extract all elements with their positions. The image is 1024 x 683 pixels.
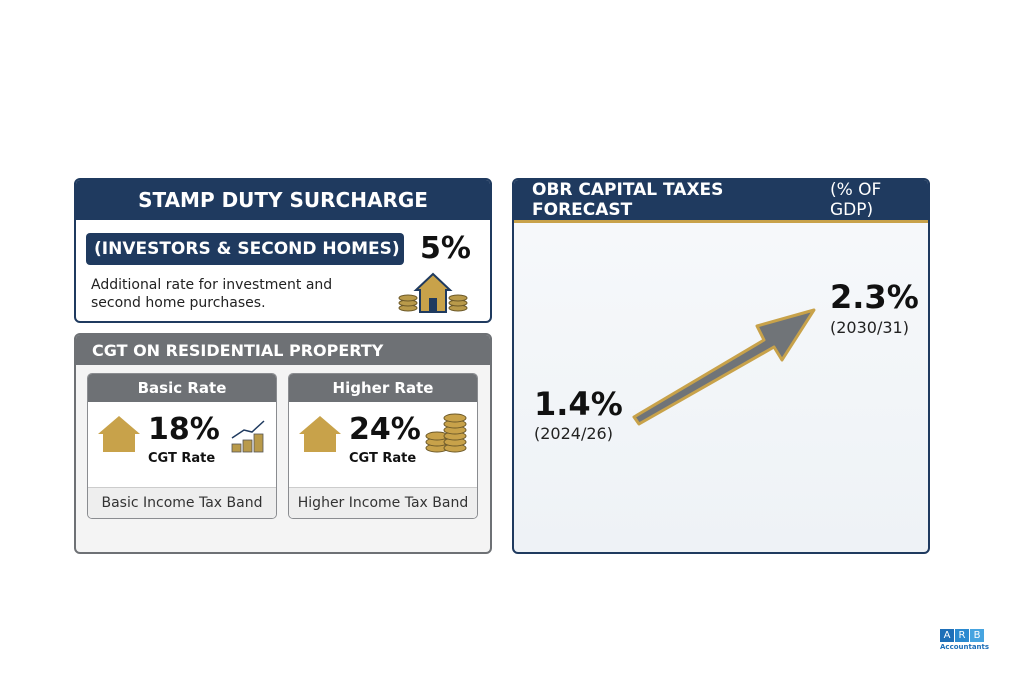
card-band: Higher Income Tax Band <box>289 487 477 518</box>
coins-growth-icon <box>231 420 265 453</box>
end-period: (2030/31) <box>830 318 909 337</box>
obr-header: OBR CAPITAL TAXES FORECAST (% OF GDP) <box>514 180 928 223</box>
end-value: 2.3% <box>830 278 919 316</box>
card-rate: 18% <box>148 412 220 447</box>
logo-name: Accountants <box>940 643 990 651</box>
cgt-card: Basic Rate 18% CGT Rate Basic Income Tax… <box>87 373 277 519</box>
stamp-duty-description: Additional rate for investment and secon… <box>91 277 333 311</box>
house-coins-icon <box>398 272 468 313</box>
house-icon <box>299 416 341 452</box>
start-period: (2024/26) <box>534 424 613 443</box>
obr-title-unit: (% OF GDP) <box>829 180 882 220</box>
card-rate: 24% <box>349 412 421 447</box>
card-title: Basic Rate <box>88 374 276 402</box>
cgt-card: Higher Rate 24% CGT Rate Higher Income T… <box>288 373 478 519</box>
card-band: Basic Income Tax Band <box>88 487 276 518</box>
start-value: 1.4% <box>534 385 623 423</box>
card-rate-label: CGT Rate <box>349 451 417 466</box>
obr-title: OBR CAPITAL TAXES FORECAST <box>532 180 724 220</box>
house-icon <box>98 416 140 452</box>
logo: A R B Accountants <box>940 629 989 651</box>
logo-letter: A <box>940 629 954 642</box>
stamp-duty-subtitle: (INVESTORS & SECOND HOMES) <box>86 233 404 265</box>
cgt-panel: CGT ON RESIDENTIAL PROPERTY Basic Rate 1… <box>74 333 492 554</box>
card-title: Higher Rate <box>289 374 477 402</box>
obr-panel: OBR CAPITAL TAXES FORECAST (% OF GDP) 1.… <box>512 178 930 554</box>
logo-letter: B <box>970 629 984 642</box>
stamp-duty-title: STAMP DUTY SURCHARGE <box>76 180 490 220</box>
trend-arrow <box>632 308 816 426</box>
logo-letter: R <box>955 629 969 642</box>
card-rate-label: CGT Rate <box>148 451 216 466</box>
stamp-duty-panel: STAMP DUTY SURCHARGE (INVESTORS & SECOND… <box>74 178 492 323</box>
coin-stack-icon <box>425 413 467 453</box>
cgt-title: CGT ON RESIDENTIAL PROPERTY <box>76 335 490 365</box>
stamp-duty-rate: 5% <box>420 231 471 266</box>
